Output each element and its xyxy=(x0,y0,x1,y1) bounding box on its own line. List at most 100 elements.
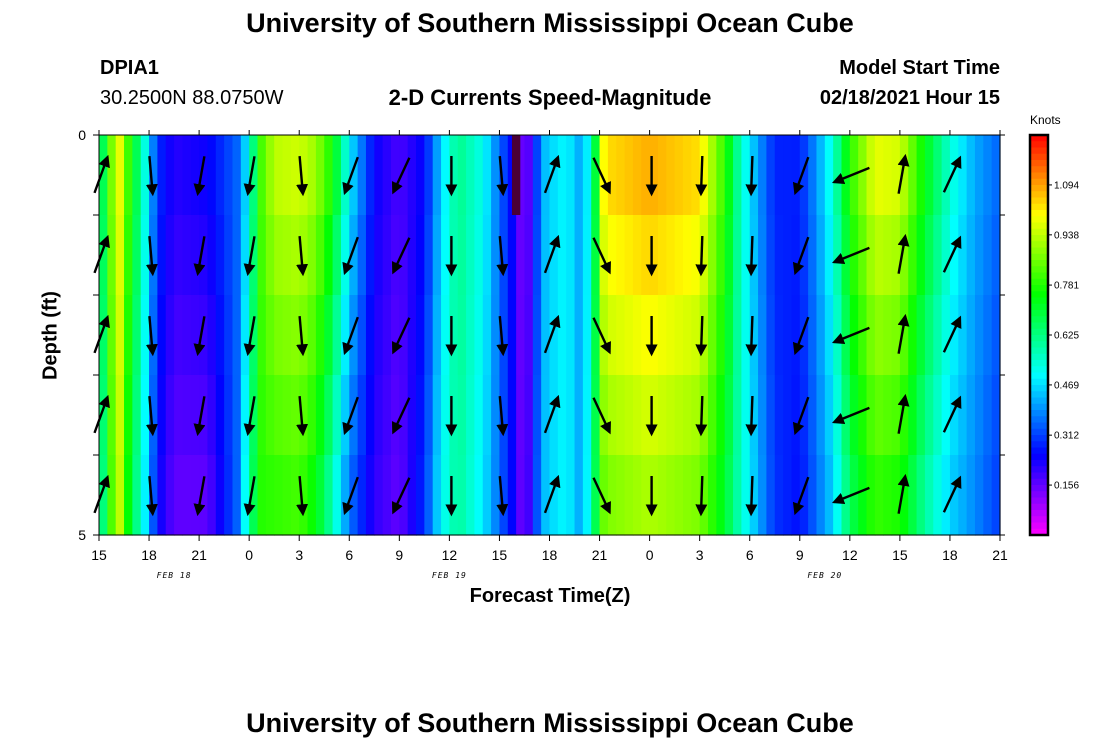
current-vector-arrow xyxy=(592,317,611,355)
current-vector-arrow xyxy=(296,315,309,357)
current-vector-arrow xyxy=(745,155,758,197)
heat-cell xyxy=(507,455,517,536)
colorbar-segment xyxy=(1030,503,1048,511)
heat-cell xyxy=(607,215,617,296)
colorbar-segment xyxy=(1030,341,1048,349)
heat-cell xyxy=(524,135,534,216)
heat-cell xyxy=(741,375,751,456)
chart-title: 2-D Currents Speed-Magnitude xyxy=(388,85,712,110)
heat-cell xyxy=(549,135,559,216)
station-id: DPIA1 xyxy=(100,57,159,79)
heat-cell xyxy=(165,375,175,456)
current-vector-arrow xyxy=(145,395,158,437)
current-vector-arrow xyxy=(243,396,256,437)
colorbar-segment xyxy=(1030,166,1048,174)
heat-cell xyxy=(157,455,167,536)
current-vectors xyxy=(93,153,962,517)
heat-cell xyxy=(616,215,626,296)
heat-cell xyxy=(799,215,809,296)
heat-cell xyxy=(766,295,776,376)
heat-cell xyxy=(758,455,767,536)
heat-cell xyxy=(382,295,392,376)
current-vector-arrow xyxy=(745,235,758,277)
heat-cell xyxy=(491,375,501,456)
heat-cell xyxy=(983,215,993,296)
heat-cell xyxy=(199,215,209,296)
heat-cell xyxy=(416,135,425,216)
heat-cell xyxy=(432,295,442,376)
current-vector-arrow xyxy=(496,395,509,437)
heat-cell xyxy=(541,295,551,376)
heat-cell xyxy=(390,135,400,216)
heat-cell xyxy=(457,455,467,536)
heat-cell xyxy=(399,135,409,216)
heat-cell xyxy=(382,215,392,296)
heat-cell xyxy=(791,375,801,456)
heat-cell xyxy=(466,295,476,376)
heat-cell xyxy=(933,295,943,376)
current-vector-arrow xyxy=(695,475,708,517)
heat-cell xyxy=(816,375,826,456)
current-vector-arrow xyxy=(592,237,611,275)
heat-cell xyxy=(441,455,450,536)
x-tick-label: 15 xyxy=(892,547,908,563)
colorbar-segment xyxy=(1030,435,1048,442)
heat-cell xyxy=(182,135,192,216)
current-vector-arrow xyxy=(391,157,411,195)
heat-cell xyxy=(499,135,509,216)
x-tick-label: 18 xyxy=(542,547,558,563)
heat-cell xyxy=(891,455,901,536)
heat-cell xyxy=(524,215,534,296)
heat-cell xyxy=(941,215,951,296)
current-vector-arrow xyxy=(695,235,708,277)
current-vector-arrow xyxy=(695,155,708,197)
current-vector-arrow xyxy=(543,154,561,194)
heat-cell xyxy=(682,135,692,216)
heat-cell xyxy=(99,455,108,536)
heat-cell xyxy=(749,135,759,216)
heat-cell xyxy=(491,135,501,216)
heat-cell xyxy=(933,375,943,456)
colorbar-segment xyxy=(1030,347,1048,355)
heat-cell xyxy=(491,295,501,376)
heat-cell xyxy=(933,455,943,536)
heat-cell xyxy=(708,375,717,456)
heat-cell xyxy=(190,295,200,376)
heat-cell xyxy=(165,215,175,296)
heat-cell xyxy=(374,375,384,456)
heat-cell-marker xyxy=(511,135,521,215)
heat-cell xyxy=(641,215,651,296)
date-label: FEB 18 xyxy=(157,571,192,580)
heat-cell xyxy=(783,135,793,216)
heat-cell xyxy=(908,135,918,216)
heat-cell xyxy=(107,215,117,296)
heat-cell xyxy=(232,135,242,216)
heat-cell xyxy=(215,215,225,296)
heat-cell xyxy=(215,295,225,376)
heat-cell xyxy=(674,295,684,376)
current-vector-arrow xyxy=(592,477,611,515)
heat-cell xyxy=(532,455,542,536)
heat-cell xyxy=(224,215,234,296)
heat-cell xyxy=(916,295,926,376)
heat-cell xyxy=(99,135,108,216)
heat-cell xyxy=(958,375,968,456)
current-vector-arrow xyxy=(831,166,870,185)
heat-cell xyxy=(232,215,242,296)
heat-cell xyxy=(232,375,242,456)
current-vector-arrow xyxy=(897,393,910,434)
colorbar-tick-label: 0.938 xyxy=(1054,230,1079,241)
current-vector-arrow xyxy=(496,155,509,197)
heat-cell xyxy=(199,375,209,456)
x-tick-label: 21 xyxy=(592,547,608,563)
heat-cell xyxy=(574,215,584,296)
heat-cell xyxy=(99,215,108,296)
colorbar-segment xyxy=(1030,222,1048,230)
heat-cell xyxy=(691,375,701,456)
heat-cell xyxy=(883,455,893,536)
heat-cell xyxy=(541,375,551,456)
heat-cell xyxy=(941,455,951,536)
heat-cell xyxy=(482,455,492,536)
heat-cell xyxy=(432,455,442,536)
heat-cell xyxy=(691,215,701,296)
